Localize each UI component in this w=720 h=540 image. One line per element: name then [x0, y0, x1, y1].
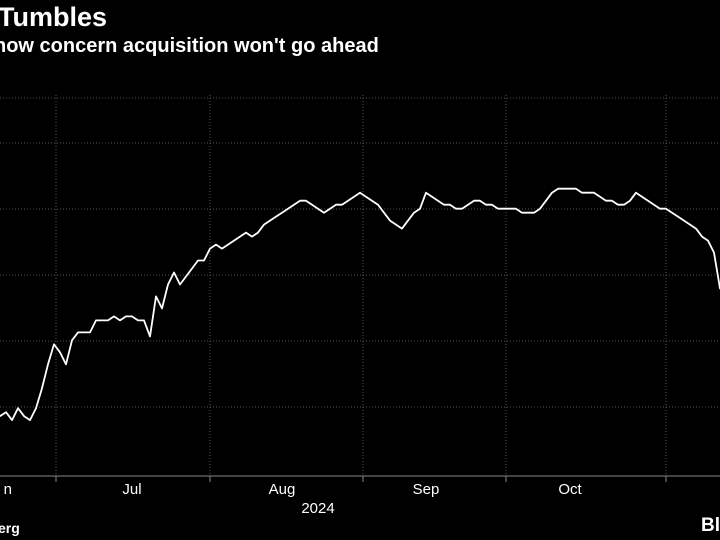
x-tick-label-4: Oct	[558, 481, 582, 498]
x-tick-label-3: Sep	[413, 481, 440, 498]
chart-subtitle: how concern acquisition won't go ahead	[0, 35, 379, 57]
x-axis	[0, 475, 720, 482]
chart-title: Tumbles	[0, 2, 108, 32]
source-note: erg	[0, 520, 20, 536]
series-layer	[0, 187, 720, 421]
brand-logo-text: Bl	[701, 515, 720, 536]
grid-lines	[0, 95, 720, 476]
x-tick-label-1: Jul	[122, 481, 141, 498]
x-tick-label-0: n	[4, 481, 12, 498]
x-tick-label-2: Aug	[269, 481, 296, 498]
series-line-0	[0, 187, 720, 421]
tick-labels: n Jul Aug Sep Oct 2024	[4, 481, 583, 517]
x-year-label: 2024	[301, 500, 334, 517]
